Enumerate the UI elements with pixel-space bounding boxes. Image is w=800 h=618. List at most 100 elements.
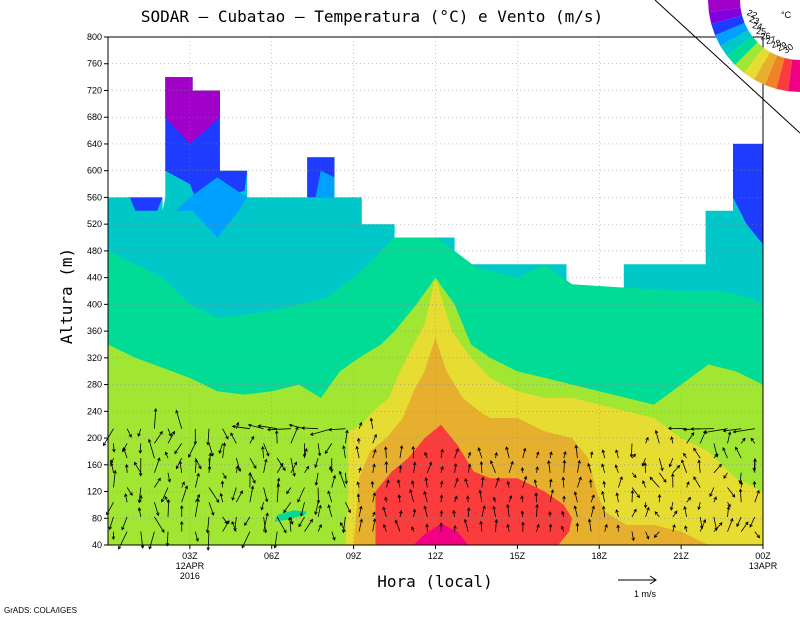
wind-vector [506, 503, 510, 517]
wind-vector [672, 464, 681, 474]
wind-vector [126, 428, 132, 438]
wind-vector [549, 451, 553, 459]
wind-vector [549, 489, 555, 503]
wind-vector [693, 476, 701, 488]
wind-vector [399, 509, 403, 517]
wind-vector [490, 460, 496, 473]
wind-vector [588, 478, 593, 488]
wind-vector [290, 461, 297, 473]
legend-swatch [776, 57, 793, 92]
wind-vector [263, 458, 268, 473]
wind-vector [338, 470, 346, 488]
wind-vector [276, 457, 286, 472]
wind-vector [726, 505, 731, 517]
x-tick-label: 15Z [510, 551, 526, 561]
wind-vector [298, 516, 305, 528]
legend-swatch [711, 15, 745, 36]
y-axis-ticks: 40 80 120 160 200 240 280 320 360 400 440 480 520 560… [87, 32, 108, 550]
wind-vector [137, 507, 142, 517]
wind-vector [752, 458, 757, 472]
wind-vector [645, 436, 649, 444]
wind-vector [643, 502, 648, 509]
wind-vector [175, 409, 183, 429]
wind-vector [713, 463, 722, 474]
wind-vector [222, 472, 227, 479]
wind-vector [574, 444, 579, 459]
wind-vector [222, 516, 228, 525]
x-tick-date: 12APR [176, 561, 205, 571]
wind-vector [521, 521, 525, 532]
vector-reference: 1 m/s [618, 575, 657, 599]
feature-purple-left [165, 77, 220, 144]
wind-vector [249, 457, 257, 469]
wind-vector [631, 487, 640, 499]
wind-vector [740, 437, 746, 444]
wind-vector [109, 457, 114, 467]
x-tick-year: 2016 [180, 571, 200, 581]
wind-vector [341, 516, 346, 534]
wind-vector [164, 451, 169, 459]
wind-vector [266, 427, 291, 432]
wind-vector [454, 448, 459, 459]
y-tick-label: 560 [87, 192, 102, 202]
wind-vector [304, 465, 310, 474]
wind-vector [672, 510, 678, 518]
wind-vector [631, 453, 637, 459]
wind-vector [533, 479, 538, 488]
wind-vector [439, 522, 443, 532]
wind-vector [575, 522, 580, 532]
wind-vector [372, 511, 376, 518]
wind-vector [631, 472, 637, 479]
feature-lightblue-mid [315, 170, 335, 198]
wind-vector [727, 517, 734, 532]
wind-vector [382, 506, 387, 518]
legend-swatch [715, 22, 749, 46]
legend-label: 27 [765, 34, 777, 46]
wind-vector [206, 428, 210, 446]
wind-vector [466, 507, 471, 517]
wind-vector [495, 477, 500, 488]
wind-vector [494, 518, 499, 532]
wind-vector [261, 445, 265, 459]
wind-vector [709, 487, 715, 498]
y-tick-label: 640 [87, 139, 102, 149]
wind-vector [453, 462, 458, 473]
wind-vector [257, 424, 278, 430]
wind-vector [206, 531, 210, 551]
wind-vector [260, 502, 264, 511]
wind-vector [356, 481, 360, 488]
feature-blue-right [733, 143, 763, 245]
wind-vector [615, 509, 619, 518]
wind-vector [222, 442, 227, 459]
grid-lines [108, 37, 763, 545]
wind-vector [397, 494, 402, 503]
wind-vector [670, 436, 674, 444]
y-tick-label: 760 [87, 59, 102, 69]
wind-vector [547, 460, 551, 473]
wind-vector [384, 460, 389, 473]
wind-vector [616, 524, 620, 532]
wind-vector [494, 451, 498, 459]
wind-vector [548, 511, 552, 517]
wind-vector [452, 509, 456, 517]
wind-vector [722, 447, 728, 459]
wind-vector [440, 448, 444, 459]
reference-label: 1 m/s [634, 589, 657, 599]
wind-vector [161, 487, 169, 503]
wind-vector [249, 435, 255, 444]
wind-vector [154, 457, 161, 473]
wind-vector [735, 446, 742, 459]
wind-vector [670, 472, 675, 488]
wind-vector [749, 516, 756, 528]
wind-vector [481, 476, 485, 488]
wind-vector [562, 459, 567, 473]
wind-vector [683, 452, 687, 459]
wind-vector [535, 466, 539, 473]
wind-vector [672, 523, 676, 532]
wind-vector [263, 487, 269, 503]
wind-vector [194, 472, 200, 488]
y-tick-label: 360 [87, 326, 102, 336]
legend-swatch [708, 7, 743, 24]
wind-vector [439, 480, 444, 488]
